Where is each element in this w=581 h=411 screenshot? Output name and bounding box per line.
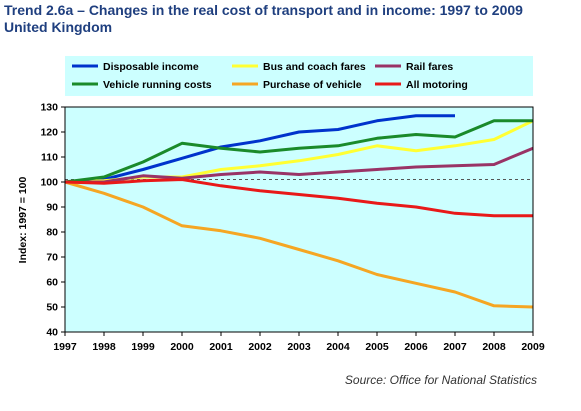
- x-tick-label: 2002: [248, 341, 272, 353]
- y-tick-label: 130: [40, 102, 58, 114]
- x-tick-label: 1997: [53, 341, 77, 353]
- x-tick-label: 2007: [443, 341, 467, 353]
- legend-box: [65, 56, 533, 96]
- y-tick-label: 40: [46, 327, 58, 339]
- y-tick-label: 70: [46, 252, 58, 264]
- x-axis: 1997 1998 1999 2000 2001 2002 2003 2004 2005 2006…: [53, 332, 545, 353]
- y-tick-label: 50: [46, 302, 58, 314]
- legend-label-vehicle-running-costs: Vehicle running costs: [103, 79, 212, 91]
- plot-area: [65, 107, 533, 332]
- x-tick-label: 2001: [209, 341, 233, 353]
- series-line-disposable-income: [64, 114, 455, 184]
- legend-label-bus-and-coach-fares: Bus and coach fares: [263, 61, 366, 73]
- legend-label-disposable-income: Disposable income: [103, 61, 199, 73]
- x-tick-label: 2009: [521, 341, 545, 353]
- x-tick-label: 2003: [287, 341, 311, 353]
- y-tick-label: 120: [40, 127, 58, 139]
- series-line-all-motoring: [64, 178, 533, 218]
- legend-label-all-motoring: All motoring: [406, 79, 468, 91]
- y-tick-label: 90: [46, 202, 58, 214]
- y-tick-label: 60: [46, 277, 58, 289]
- x-tick-label: 2005: [365, 341, 389, 353]
- x-tick-label: 1999: [131, 341, 155, 353]
- series-line-vehicle-running-costs: [64, 119, 533, 184]
- source-note: Source: Office for National Statistics: [344, 373, 537, 387]
- y-tick-label: 80: [46, 227, 58, 239]
- x-tick-label: 1998: [92, 341, 116, 353]
- y-axis-label: Index: 1997 = 100: [17, 177, 29, 264]
- legend: Disposable income Bus and coach fares Rail…: [65, 56, 533, 96]
- series-line-purchase-of-vehicle: [64, 180, 534, 309]
- x-tick-label: 2008: [482, 341, 506, 353]
- y-tick-label: 100: [40, 177, 58, 189]
- y-tick-label: 110: [41, 152, 58, 164]
- x-tick-label: 2000: [170, 341, 194, 353]
- chart-title-line-2: United Kingdom: [4, 19, 113, 35]
- series-line-rail-fares: [65, 146, 534, 184]
- x-tick-label: 2006: [404, 341, 428, 353]
- y-axis: 40 50 60 70 80 90 100 110 120 130: [40, 102, 65, 339]
- legend-label-purchase-of-vehicle: Purchase of vehicle: [263, 79, 362, 91]
- legend-label-rail-fares: Rail fares: [406, 61, 453, 73]
- x-tick-label: 2004: [326, 341, 350, 353]
- series-layer: [64, 114, 534, 309]
- chart-title-line-1: Trend 2.6a – Changes in the real cost of…: [4, 2, 523, 18]
- chart-title: Trend 2.6a – Changes in the real cost of…: [4, 2, 580, 36]
